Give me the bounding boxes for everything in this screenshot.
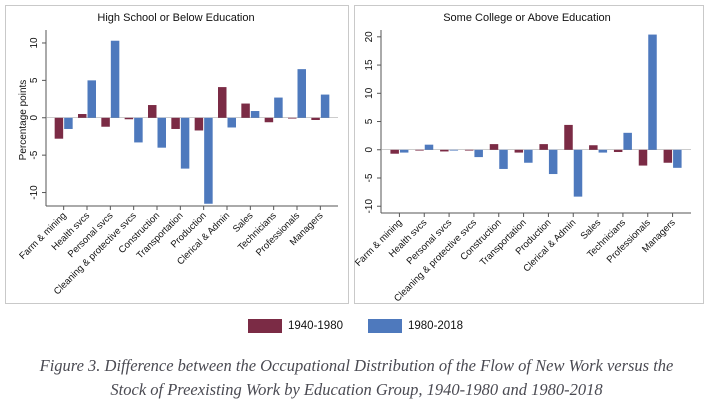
chart-2-bar-1980-2018-personal-svcs	[450, 150, 459, 151]
chart-1-bar-1980-2018-farm-and-mining	[64, 118, 73, 129]
chart-1-y-tick-label: 5	[29, 77, 40, 83]
chart-2-bar-1940-1980-health-svcs	[415, 150, 424, 151]
chart-1-y-tick-label: 10	[29, 37, 40, 49]
chart-1-bar-1940-1980-clerical-and-admin	[218, 87, 227, 118]
chart-2-bar-1940-1980-transportation	[515, 150, 524, 153]
chart-1-bar-1940-1980-health-svcs	[78, 114, 87, 118]
chart-2-bar-1980-2018-sales	[599, 150, 608, 153]
chart-2-y-tick-label: 10	[364, 87, 375, 99]
legend-swatch-1980-2018	[368, 319, 402, 333]
chart-2-bar-1940-1980-production	[539, 144, 548, 150]
chart-2-bar-1980-2018-professionals	[648, 35, 657, 150]
chart-1-bar-1940-1980-farm-and-mining	[55, 118, 64, 139]
chart-2-bar-1940-1980-technicians	[614, 150, 623, 152]
chart-2-bar-1980-2018-clerical-and-admin	[574, 150, 583, 197]
chart-1-bar-1980-2018-cleaning-and-protective-svcs	[134, 118, 143, 143]
chart-1-bar-1940-1980-professionals	[288, 118, 297, 119]
chart-1-bar-1980-2018-professionals	[298, 69, 307, 118]
chart-1-y-axis-label: Percentage points	[18, 80, 29, 161]
chart-1-bar-1980-2018-technicians	[274, 98, 283, 118]
chart-1-title: High School or Below Education	[97, 12, 254, 24]
chart-2-bar-1940-1980-farm-and-mining	[390, 150, 399, 154]
chart-right: Some College or Above Education -10 -5 0 5 10…	[354, 5, 704, 304]
legend-item-1940-1980: 1940-1980	[248, 316, 343, 336]
chart-2-bar-1980-2018-cleaning-and-protective-svcs	[474, 150, 483, 157]
chart-1-bar-1940-1980-construction	[148, 105, 157, 118]
chart-2-y-tick-label: -10	[364, 199, 375, 214]
chart-2-bar-1940-1980-professionals	[639, 150, 648, 166]
chart-1-bar-1980-2018-transportation	[181, 118, 190, 169]
legend-label-1940-1980: 1940-1980	[288, 320, 343, 332]
chart-1-bar-1980-2018-managers	[321, 95, 330, 118]
chart-left: High School or Below Education Percentage…	[5, 5, 349, 304]
figure-caption-line-2: Stock of Preexisting Work by Education G…	[0, 378, 713, 402]
chart-1-bar-1980-2018-production	[204, 118, 213, 204]
chart-2-bar-1980-2018-health-svcs	[425, 145, 434, 150]
chart-2-bar-1980-2018-farm-and-mining	[400, 150, 409, 153]
chart-2-bar-1980-2018-transportation	[524, 150, 533, 163]
chart-1-y-tick-label: -5	[29, 150, 40, 159]
chart-2-bar-1980-2018-construction	[499, 150, 508, 169]
chart-1-bar-1940-1980-production	[195, 118, 204, 131]
chart-1-bar-1940-1980-sales	[241, 104, 250, 118]
legend-item-1980-2018: 1980-2018	[368, 316, 463, 336]
chart-2-y-tick-label: -5	[364, 173, 375, 182]
chart-2-y-tick-label: 0	[364, 147, 375, 153]
chart-2-title: Some College or Above Education	[443, 12, 611, 24]
chart-2-y-tick-label: 20	[364, 31, 375, 43]
chart-1-bar-1980-2018-construction	[158, 118, 167, 148]
chart-2-y-tick-label: 15	[364, 59, 375, 71]
chart-1-bar-1980-2018-sales	[251, 111, 259, 118]
chart-1-bar-1980-2018-health-svcs	[88, 80, 97, 117]
legend-label-1980-2018: 1980-2018	[408, 320, 463, 332]
chart-2-bar-1940-1980-sales	[589, 145, 598, 150]
chart-1-bar-1940-1980-technicians	[265, 118, 274, 122]
chart-2-bar-1980-2018-technicians	[623, 133, 632, 150]
legend: 1940-1980 1980-2018	[0, 316, 713, 336]
chart-2-bar-1940-1980-cleaning-and-protective-svcs	[465, 150, 474, 151]
chart-1-bar-1980-2018-clerical-and-admin	[228, 118, 237, 128]
figure: High School or Below Education Percentage…	[0, 0, 713, 417]
chart-1-bar-1940-1980-transportation	[171, 118, 180, 129]
chart-1-bar-1940-1980-cleaning-and-protective-svcs	[125, 118, 133, 119]
chart-2-bar-1940-1980-managers	[664, 150, 673, 163]
chart-1-bar-1940-1980-personal-svcs	[101, 118, 110, 127]
legend-swatch-1940-1980	[248, 319, 282, 333]
chart-2-bar-1980-2018-production	[549, 150, 558, 174]
chart-2-bar-1940-1980-clerical-and-admin	[564, 125, 573, 150]
chart-2-y-tick-label: 5	[364, 118, 375, 124]
chart-2-bar-1940-1980-construction	[490, 144, 499, 150]
chart-1-y-tick-label: 0	[29, 115, 40, 121]
chart-2-bar-1980-2018-managers	[673, 150, 682, 168]
chart-1-bar-1980-2018-personal-svcs	[111, 41, 120, 118]
chart-1-bar-1940-1980-managers	[311, 118, 320, 120]
chart-1-y-tick-label: -10	[29, 185, 40, 200]
figure-caption-line-1: Figure 3. Difference between the Occupat…	[0, 354, 713, 378]
chart-2-bar-1940-1980-personal-svcs	[440, 150, 449, 152]
